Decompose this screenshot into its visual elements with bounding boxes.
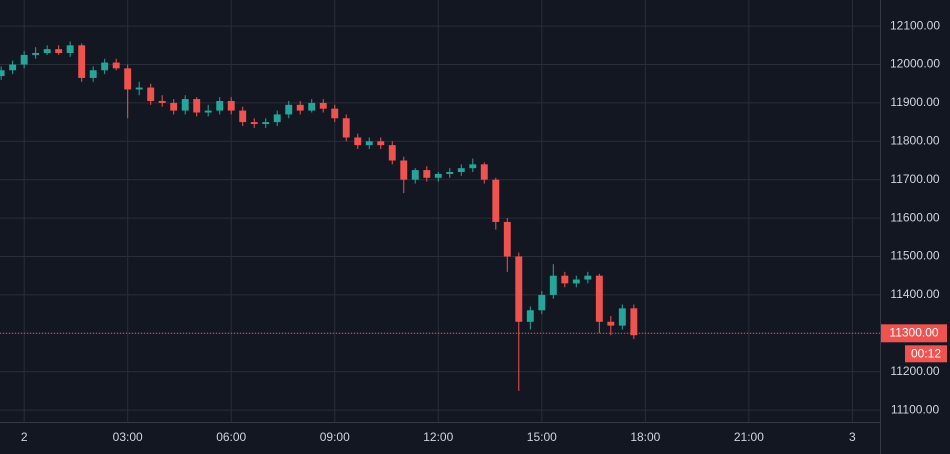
candle-body <box>158 100 166 103</box>
y-tick-label: 11100.00 <box>891 402 940 416</box>
candle-body <box>273 114 281 123</box>
x-tick-label: 03:00 <box>113 430 143 444</box>
candle-body <box>135 87 143 90</box>
candle-body <box>492 179 500 222</box>
candle-body <box>618 308 626 326</box>
candle-body <box>515 256 523 322</box>
candle-body <box>239 110 247 123</box>
candle-body <box>308 102 316 111</box>
candle-body <box>354 137 362 146</box>
candle-body <box>124 68 132 90</box>
candle-body <box>32 52 40 55</box>
candle-body <box>227 100 235 111</box>
candle-body <box>66 45 74 53</box>
candle-body <box>446 172 454 174</box>
candle-body <box>9 64 17 71</box>
y-tick-label: 11600.00 <box>890 210 939 224</box>
axis-labels: 11100.00 11200.00 11300.00 11400.00 11500.00… <box>21 18 947 444</box>
y-tick-label: 11900.00 <box>890 95 939 109</box>
countdown-box <box>905 345 947 363</box>
y-tick-label: 11700.00 <box>890 172 939 186</box>
candle-body <box>469 164 477 169</box>
y-tick-label: 12000.00 <box>890 57 940 71</box>
candle-body <box>112 62 120 69</box>
candle-body <box>89 70 97 78</box>
candle-body <box>43 49 51 53</box>
candle-body <box>480 164 488 180</box>
candle-body <box>572 279 580 284</box>
candle-body <box>365 141 373 146</box>
candle-body <box>503 221 511 257</box>
y-tick-label: 11200.00 <box>890 364 939 378</box>
candle-body <box>193 99 201 113</box>
candles <box>0 41 880 391</box>
last-price-box <box>881 324 947 343</box>
y-tick-label: 11400.00 <box>890 287 939 301</box>
x-tick-label: 3 <box>849 430 856 444</box>
x-tick-label: 15:00 <box>527 430 557 444</box>
candle-body <box>55 49 63 53</box>
last-price-label: 11300.00 <box>889 325 938 339</box>
candle-body <box>584 275 592 280</box>
candle-body <box>101 62 109 71</box>
x-tick-label: 12:00 <box>423 430 453 444</box>
y-tick-label: 11800.00 <box>890 133 939 147</box>
candle-body <box>20 54 28 65</box>
candle-body <box>538 294 546 311</box>
y-tick-label: 11500.00 <box>890 249 939 263</box>
candle-body <box>250 122 258 125</box>
candle-body <box>457 168 465 173</box>
grid <box>0 0 880 422</box>
candle-body <box>204 110 212 113</box>
candle-body <box>561 275 569 284</box>
candle-body <box>434 173 442 178</box>
candle-body <box>170 102 178 111</box>
candle-body <box>216 100 224 111</box>
x-tick-label: 09:00 <box>320 430 350 444</box>
countdown-label: 00:12 <box>911 346 941 360</box>
candle-body <box>388 145 396 161</box>
candle-body <box>423 170 431 178</box>
candle-body <box>0 70 5 77</box>
candle-body <box>319 102 327 109</box>
candle-body <box>331 108 339 119</box>
candle-body <box>630 308 638 336</box>
candle-body <box>285 104 293 115</box>
y-tick-label: 12100.00 <box>890 18 940 32</box>
x-tick-label: 06:00 <box>216 430 246 444</box>
candle-body <box>377 141 385 146</box>
x-tick-label: 21:00 <box>734 430 764 444</box>
candle-body <box>595 275 603 322</box>
candle-body <box>607 321 615 326</box>
candle-body <box>549 275 557 295</box>
candle-body <box>526 310 534 322</box>
candle-body <box>262 122 270 125</box>
candle-body <box>181 99 189 111</box>
x-tick-label: 2 <box>21 430 28 444</box>
candle-body <box>342 118 350 138</box>
candle-body <box>147 87 155 101</box>
candle-body <box>411 170 419 180</box>
candle-body <box>400 160 408 180</box>
candle-body <box>296 104 304 111</box>
x-tick-label: 18:00 <box>630 430 660 444</box>
candle-body <box>78 45 86 78</box>
